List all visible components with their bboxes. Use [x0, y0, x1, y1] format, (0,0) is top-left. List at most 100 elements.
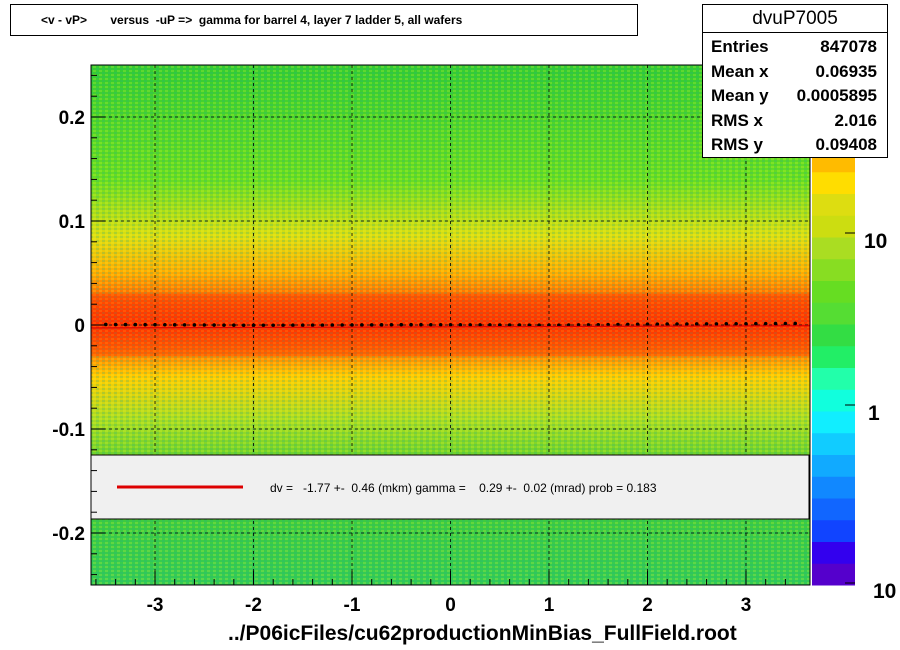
color-scale-step — [812, 302, 855, 325]
y-tick-label: 0.1 — [59, 212, 86, 233]
stats-box: dvuP7005 Entries 847078 Mean x 0.06935 M… — [702, 4, 888, 158]
color-scale-label: 10 — [873, 580, 896, 603]
stat-value: 2.016 — [834, 110, 877, 130]
profile-point — [261, 323, 266, 328]
x-tick-label: 0 — [445, 595, 456, 616]
profile-point — [714, 322, 719, 326]
profile-point — [507, 323, 512, 327]
y-tick-label: -0.1 — [52, 420, 85, 441]
profile-point — [783, 321, 788, 326]
stat-row-rms-x: RMS x 2.016 — [703, 107, 887, 132]
profile-point — [212, 323, 216, 327]
profile-point — [734, 321, 738, 326]
color-scale-step — [812, 541, 855, 564]
x-tick-label: 2 — [642, 595, 653, 616]
profile-point — [635, 322, 640, 327]
profile-point — [448, 322, 453, 327]
stat-label: Mean x — [711, 61, 769, 81]
profile-point — [616, 322, 620, 327]
profile-point — [241, 323, 246, 328]
profile-point — [369, 323, 374, 327]
color-scale-step — [812, 193, 855, 216]
profile-point — [379, 323, 384, 327]
profile-point — [429, 322, 433, 327]
x-axis-label: ../P06icFiles/cu62productionMinBias_Full… — [228, 622, 737, 645]
x-tick-label: -1 — [344, 595, 361, 616]
profile-point — [793, 321, 798, 326]
profile-point — [143, 322, 147, 327]
profile-point — [488, 323, 492, 327]
fit-line-path — [90, 325, 811, 329]
profile-point — [153, 322, 157, 327]
stat-row-mean-x: Mean x 0.06935 — [703, 58, 887, 83]
color-scale-step — [812, 411, 855, 434]
profile-point — [586, 323, 591, 327]
x-tick-label: 1 — [544, 595, 555, 616]
color-scale-step — [812, 476, 855, 499]
profile-point — [704, 322, 709, 326]
color-scale-step — [812, 367, 855, 390]
stat-row-rms-y: RMS y 0.09408 — [703, 131, 887, 156]
profile-point — [468, 323, 472, 327]
profile-point — [222, 323, 226, 327]
color-scale-step — [812, 563, 855, 586]
color-scale-step — [812, 258, 855, 281]
stat-label: Mean y — [711, 86, 769, 105]
profile-point — [192, 323, 197, 327]
chart-title: <v - vP> versus -uP => gamma for barrel … — [41, 13, 463, 27]
stat-row-mean-y: Mean y 0.0005895 — [703, 82, 887, 107]
axes: -3 -2 -1 0 1 2 3 -0.2 -0.1 0 0.1 0.2 — [52, 64, 811, 616]
stats-name: dvuP7005 — [703, 5, 887, 33]
color-scale-step — [812, 432, 855, 455]
profile-point — [606, 322, 610, 327]
color-scale-step — [812, 237, 855, 260]
profile-point — [182, 323, 187, 327]
color-scale-step — [812, 498, 855, 521]
profile-point — [763, 321, 768, 326]
profile-point — [497, 323, 502, 327]
profile-point — [232, 323, 236, 327]
color-scale-step — [812, 324, 855, 347]
stat-row-entries: Entries 847078 — [703, 33, 887, 58]
profile-point — [251, 323, 256, 328]
profile-point — [665, 322, 669, 326]
color-scale-step — [812, 389, 855, 412]
fit-legend-text: dv = -1.77 +- 0.46 (mkm) gamma = 0.29 +-… — [270, 481, 657, 495]
profile-point — [300, 323, 305, 328]
profile-point — [645, 322, 650, 326]
profile-point — [596, 322, 601, 327]
profile-point — [517, 323, 522, 327]
profile-point — [340, 323, 344, 327]
fit-legend: dv = -1.77 +- 0.46 (mkm) gamma = 0.29 +-… — [90, 454, 810, 520]
chart-title-box: <v - vP> versus -uP => gamma for barrel … — [10, 4, 638, 36]
color-scale-step — [812, 345, 855, 368]
profile-point — [754, 321, 758, 326]
color-scale-step — [812, 519, 855, 542]
stat-label: RMS y — [711, 135, 763, 154]
profile-point — [281, 323, 285, 328]
stat-value: 0.06935 — [815, 61, 877, 81]
profile-point — [113, 322, 118, 327]
profile-point — [478, 323, 482, 327]
profile-point — [694, 322, 699, 326]
color-scale-step — [812, 280, 855, 303]
color-scale-step — [812, 171, 855, 194]
profile-point — [419, 322, 423, 327]
profile-point — [399, 322, 404, 327]
y-tick-label: -0.2 — [52, 524, 85, 545]
profile-point — [409, 322, 413, 327]
x-tick-label: -2 — [245, 595, 262, 616]
color-scale-step — [812, 454, 855, 477]
profile-point — [360, 323, 364, 327]
stat-label: RMS x — [711, 110, 763, 130]
profile-point — [291, 323, 295, 328]
x-tick-label: 3 — [741, 595, 752, 616]
stat-value: 847078 — [820, 37, 877, 56]
profile-point — [163, 322, 167, 327]
profile-point — [330, 323, 335, 327]
profile-point — [202, 323, 207, 327]
profile-point — [438, 322, 443, 327]
color-scale-step — [812, 215, 855, 238]
stat-label: Entries — [711, 37, 769, 56]
